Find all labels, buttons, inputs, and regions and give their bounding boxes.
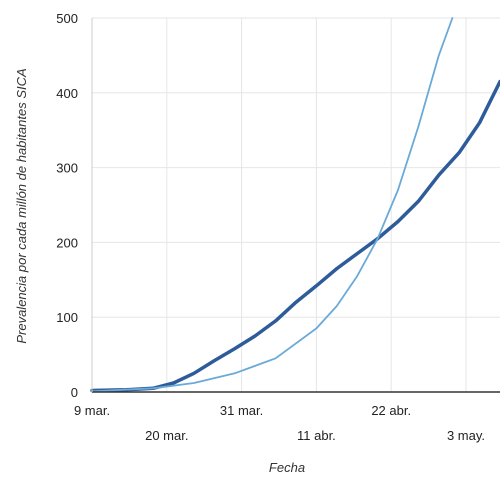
axes [91, 18, 500, 393]
x-tick-label: 9 mar. [74, 403, 110, 418]
series-line-2 [91, 17, 454, 393]
x-tick-label: 11 abr. [297, 428, 336, 443]
y-tick-labels: 0 100 200 300 400 500 [56, 11, 78, 400]
y-axis-title: Prevalencia por cada millón de habitante… [14, 68, 29, 343]
x-axis-title: Fecha [269, 460, 305, 475]
x-tick-label: 3 may. [447, 428, 485, 443]
grid [92, 17, 500, 392]
y-tick-label: 0 [71, 385, 78, 400]
series-group [90, 17, 500, 393]
y-tick-label: 500 [56, 11, 78, 26]
y-tick-label: 100 [56, 310, 78, 325]
y-tick-label: 200 [56, 235, 78, 250]
x-tick-label: 22 abr. [371, 403, 411, 418]
x-tick-labels: 9 mar. 20 mar. 31 mar. 11 abr. 22 abr. 3 may. [74, 403, 485, 443]
x-tick-label: 20 mar. [145, 428, 188, 443]
y-tick-label: 300 [56, 161, 78, 176]
series-line-1 [90, 79, 500, 393]
x-tick-label: 31 mar. [220, 403, 263, 418]
y-tick-label: 400 [56, 86, 78, 101]
